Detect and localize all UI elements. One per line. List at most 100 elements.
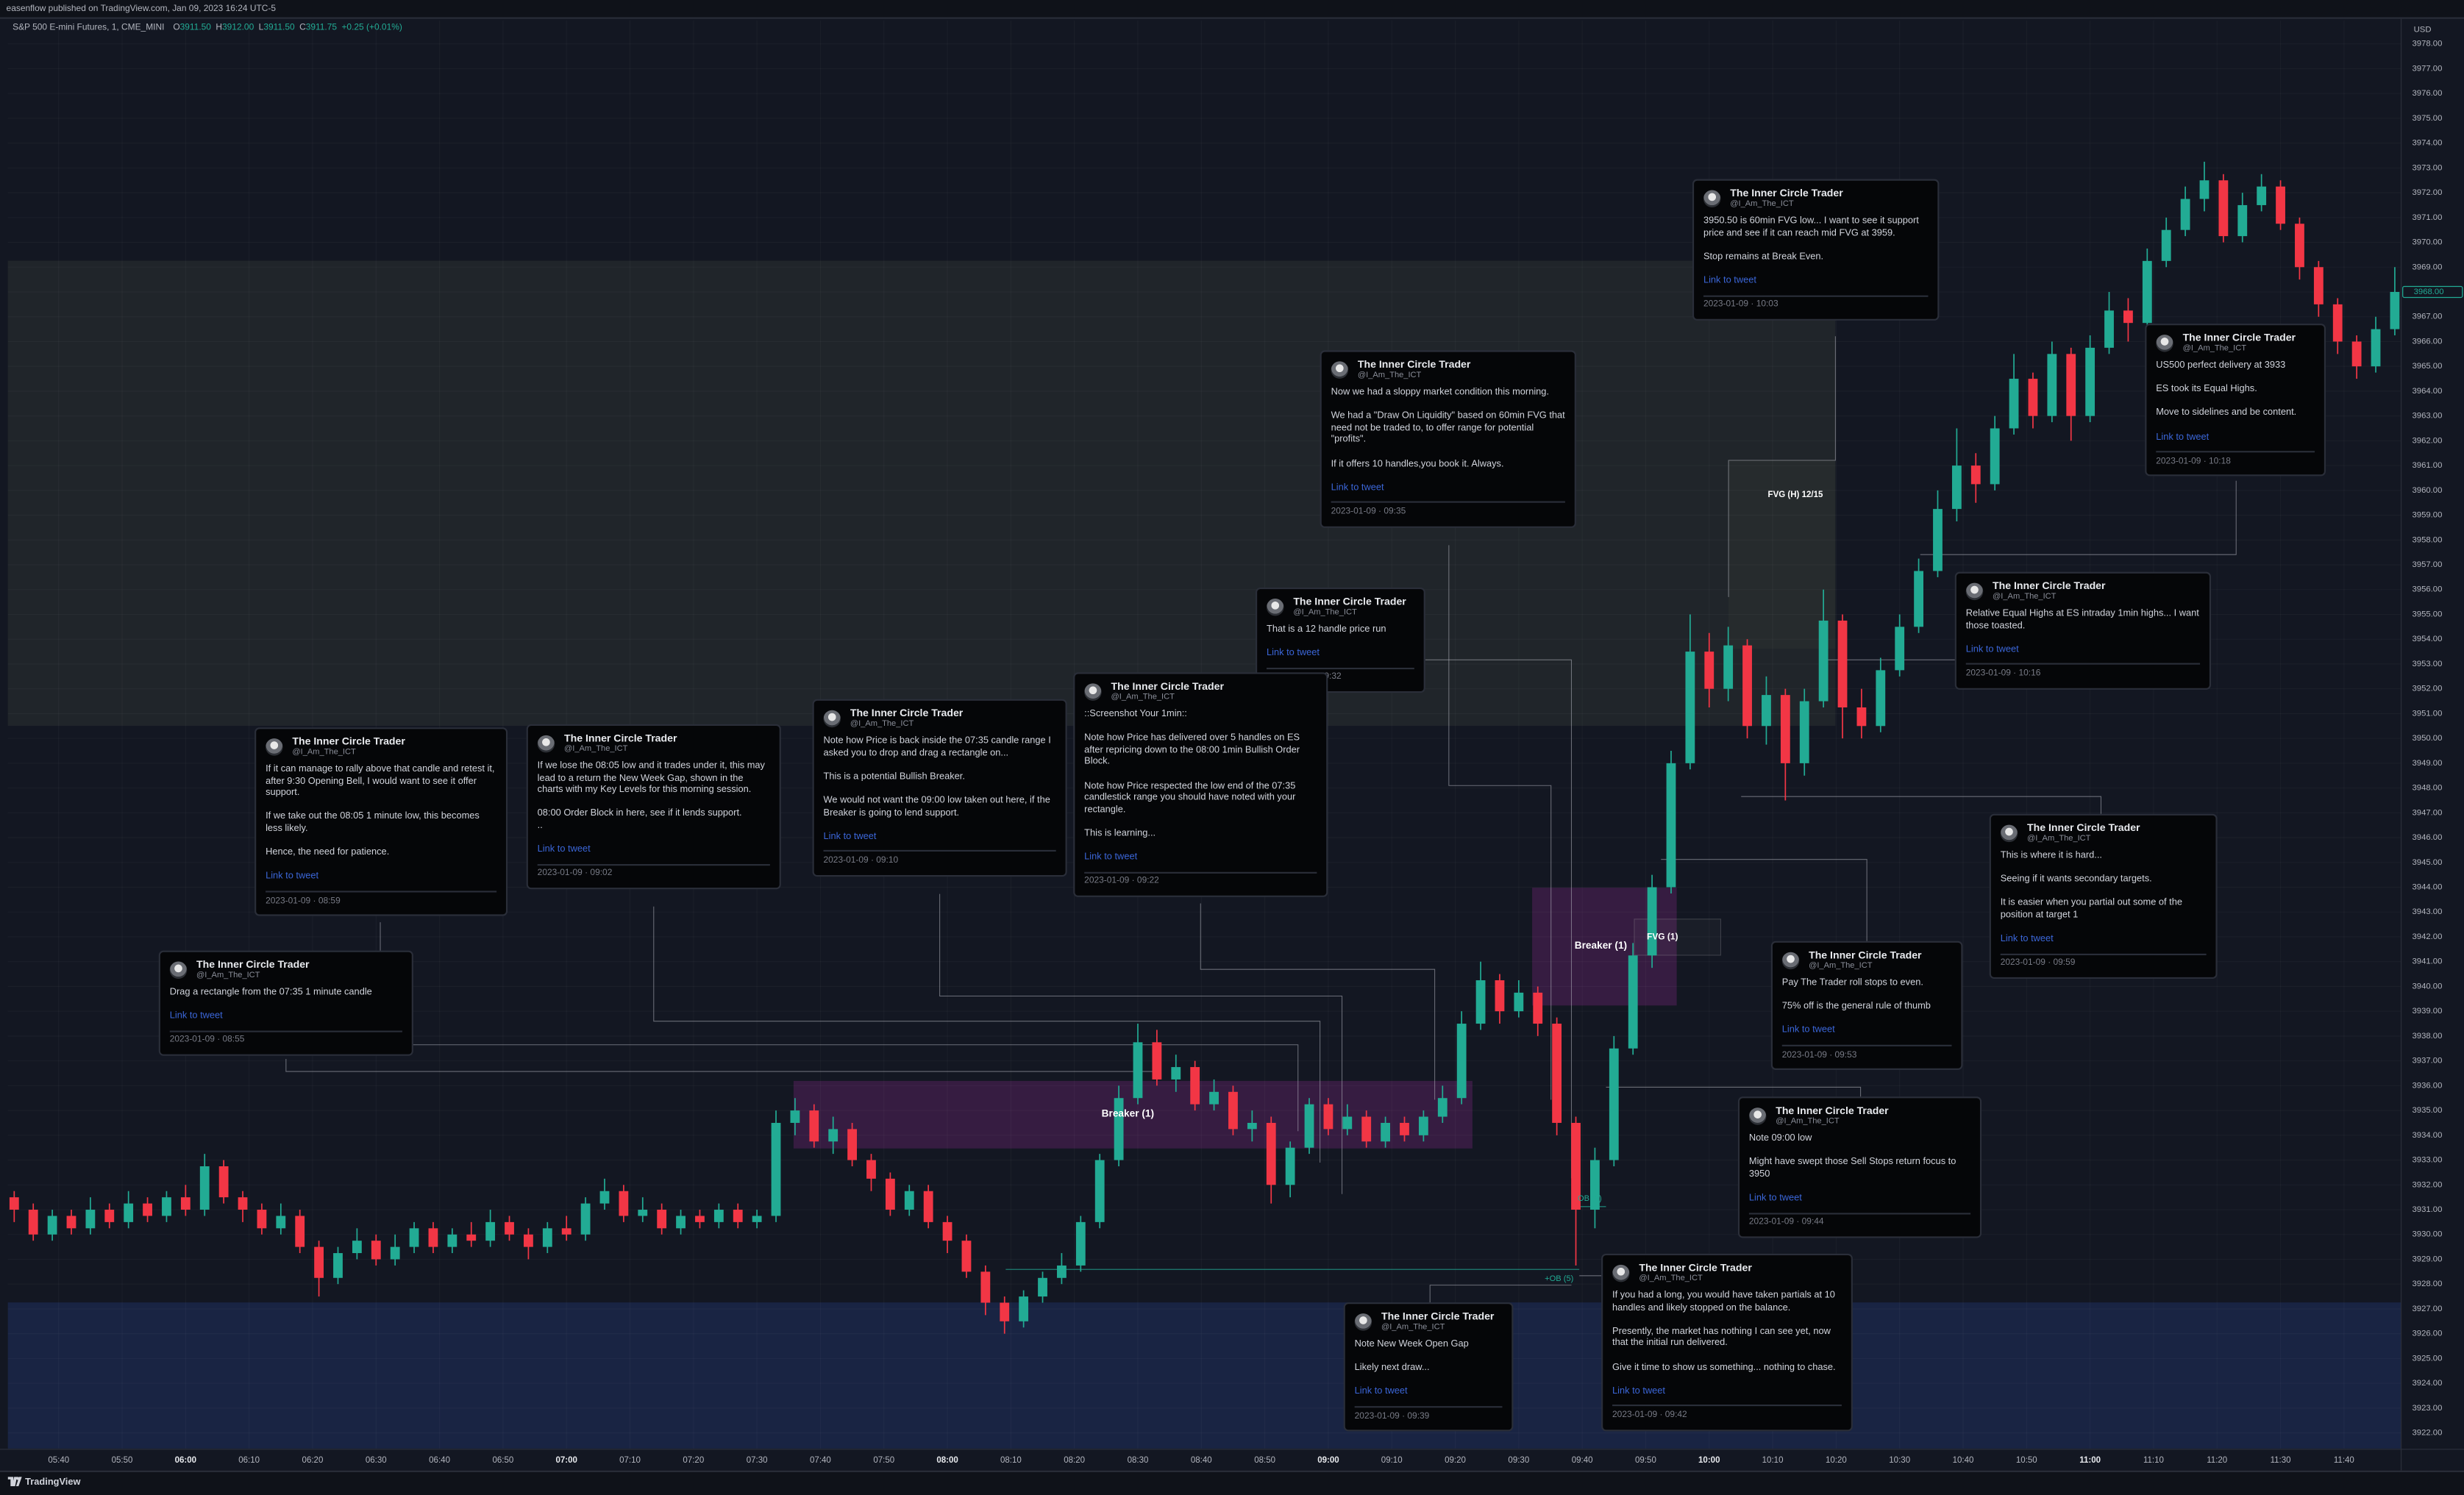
candle-body (1837, 620, 1848, 707)
y-tick-label: 3978.00 (2412, 40, 2442, 49)
x-tick-label: 10:00 (1698, 1456, 1720, 1465)
tweet-link[interactable]: Link to tweet (1084, 853, 1138, 863)
tweet-link[interactable]: Link to tweet (1965, 645, 2019, 655)
tweet-link[interactable]: Link to tweet (1354, 1388, 1408, 1398)
author: The Inner Circle Trader @I_Am_The_ICT (1111, 682, 1223, 702)
tweet-link[interactable]: Link to tweet (1748, 1193, 1802, 1204)
candle-body (1780, 695, 1790, 763)
tweet-date: 2023-01-09 · 10:16 (1965, 669, 2041, 679)
tweet-link[interactable]: Link to tweet (2000, 935, 2054, 945)
candle-body (1475, 980, 1486, 1024)
x-tick-label: 07:10 (619, 1456, 641, 1465)
candle-body (1742, 645, 1752, 727)
tweet-text: Drag a rectangle from the 07:35 1 minute… (169, 988, 372, 998)
author-handle: @I_Am_The_ICT (1381, 1322, 1445, 1332)
tweet-card: The Inner Circle Trader @I_Am_The_ICT Pay … (1770, 941, 1963, 1071)
candle-body (885, 1178, 895, 1210)
tweet-link[interactable]: Link to tweet (169, 1012, 223, 1022)
author-handle: @I_Am_The_ICT (1293, 607, 1357, 618)
candle-body (2313, 267, 2324, 304)
author: The Inner Circle Trader @I_Am_The_ICT (1358, 360, 1470, 380)
separator (2000, 953, 2207, 955)
tweet-link[interactable]: Link to tweet (537, 845, 591, 855)
y-tick-label: 3954.00 (2412, 635, 2442, 643)
candle-body (1019, 1296, 1029, 1321)
tweet-text: This is a potential Bullish Breaker. (823, 772, 965, 782)
card-header: The Inner Circle Trader @I_Am_The_ICT (2156, 333, 2315, 354)
tweet-link[interactable]: Link to tweet (1612, 1386, 1665, 1396)
candle-body (1000, 1302, 1010, 1321)
author-handle: @I_Am_The_ICT (1776, 1117, 1840, 1127)
candle-body (238, 1197, 248, 1210)
candle-body (333, 1253, 343, 1278)
y-tick-label: 3967.00 (2412, 313, 2442, 321)
author-handle: @I_Am_The_ICT (196, 971, 260, 981)
tweet-link[interactable]: Link to tweet (823, 832, 877, 842)
y-tick-label: 3953.00 (2412, 660, 2442, 668)
y-tick-label: 3938.00 (2412, 1032, 2442, 1041)
author-name: The Inner Circle Trader (2027, 823, 2140, 835)
connector-line (1429, 1285, 1572, 1303)
x-tick-label: 09:00 (1317, 1456, 1339, 1465)
zone (1634, 918, 1721, 956)
candle-body (485, 1221, 496, 1241)
avatar (1354, 1313, 1372, 1331)
candle-body (9, 1197, 19, 1210)
tweet-link[interactable]: Link to tweet (1331, 483, 1384, 493)
card-header: The Inner Circle Trader @I_Am_The_ICT (823, 709, 1056, 729)
y-tick-label: 3951.00 (2412, 709, 2442, 718)
chart-annotation: OB (1) (1578, 1194, 1602, 1203)
candle-body (1190, 1067, 1200, 1105)
candle-body (771, 1122, 781, 1216)
candle-body (1228, 1091, 1238, 1130)
author-handle: @I_Am_The_ICT (1639, 1274, 1703, 1284)
candle-body (2047, 354, 2057, 416)
avatar (1703, 190, 1721, 208)
y-tick-label: 3973.00 (2412, 163, 2442, 172)
card-header: The Inner Circle Trader @I_Am_The_ICT (266, 737, 496, 757)
y-tick-label: 3933.00 (2412, 1156, 2442, 1165)
card-header: The Inner Circle Trader @I_Am_The_ICT (1267, 597, 1414, 618)
tweet-link[interactable]: Link to tweet (1703, 276, 1756, 286)
tweet-text: Relative Equal Highs at ES intraday 1min… (1965, 609, 2199, 631)
brand-logo (7, 1476, 22, 1486)
candle-body (1818, 620, 1829, 702)
symbol: S&P 500 E-mini Futures, 1, CME_MINI (13, 24, 165, 33)
candle-body (218, 1166, 229, 1198)
tweet-text: Stop remains at Break Even. (1703, 252, 1824, 263)
tweet-link[interactable]: Link to tweet (1267, 649, 1320, 659)
connector-line (1741, 796, 2102, 814)
x-tick-label: 09:30 (1508, 1456, 1529, 1465)
y-tick-label: 3963.00 (2412, 412, 2442, 421)
tweet-text: Note New Week Open Gap (1354, 1340, 1469, 1350)
tweet-card: The Inner Circle Trader @I_Am_The_ICT Note… (1737, 1096, 1982, 1238)
tweet-link[interactable]: Link to tweet (266, 872, 319, 882)
y-tick-label: 3930.00 (2412, 1230, 2442, 1239)
ohlc-key: O (173, 24, 180, 33)
tweet-text: If we take out the 08:05 1 minute low, t… (266, 813, 480, 835)
y-tick-label: 3943.00 (2412, 907, 2442, 916)
tweet-text: Presently, the market has nothing I can … (1612, 1327, 1831, 1349)
y-tick-label: 3977.00 (2412, 64, 2442, 73)
x-tick-label: 06:20 (302, 1456, 324, 1465)
x-tick-label: 10:40 (1953, 1456, 1974, 1465)
tweet-text: If we lose the 08:05 low and it trades u… (537, 762, 765, 796)
candle-body (66, 1216, 76, 1229)
tweet-link[interactable]: Link to tweet (2156, 432, 2210, 443)
tweet-link[interactable]: Link to tweet (1781, 1026, 1835, 1036)
x-tick-label: 06:10 (238, 1456, 260, 1465)
candle-body (847, 1129, 858, 1160)
x-tick-label: 10:10 (1762, 1456, 1784, 1465)
ohlc-key: H (216, 24, 223, 33)
symbol-legend: S&P 500 E-mini Futures, 1, CME_MINI O391… (13, 24, 407, 33)
tweet-card: The Inner Circle Trader @I_Am_The_ICT If w… (526, 724, 781, 890)
tweet-text: We would not want the 09:00 low taken ou… (823, 796, 1050, 818)
avatar (1781, 952, 1800, 970)
tweet-date: 2023-01-09 · 09:39 (1354, 1411, 1430, 1421)
candle-body (866, 1160, 876, 1179)
candle-body (314, 1246, 324, 1278)
candle-body (1571, 1122, 1581, 1210)
candle-body (1647, 887, 1657, 956)
tweet-date: 2023-01-09 · 08:59 (266, 896, 341, 906)
avatar (266, 738, 283, 756)
